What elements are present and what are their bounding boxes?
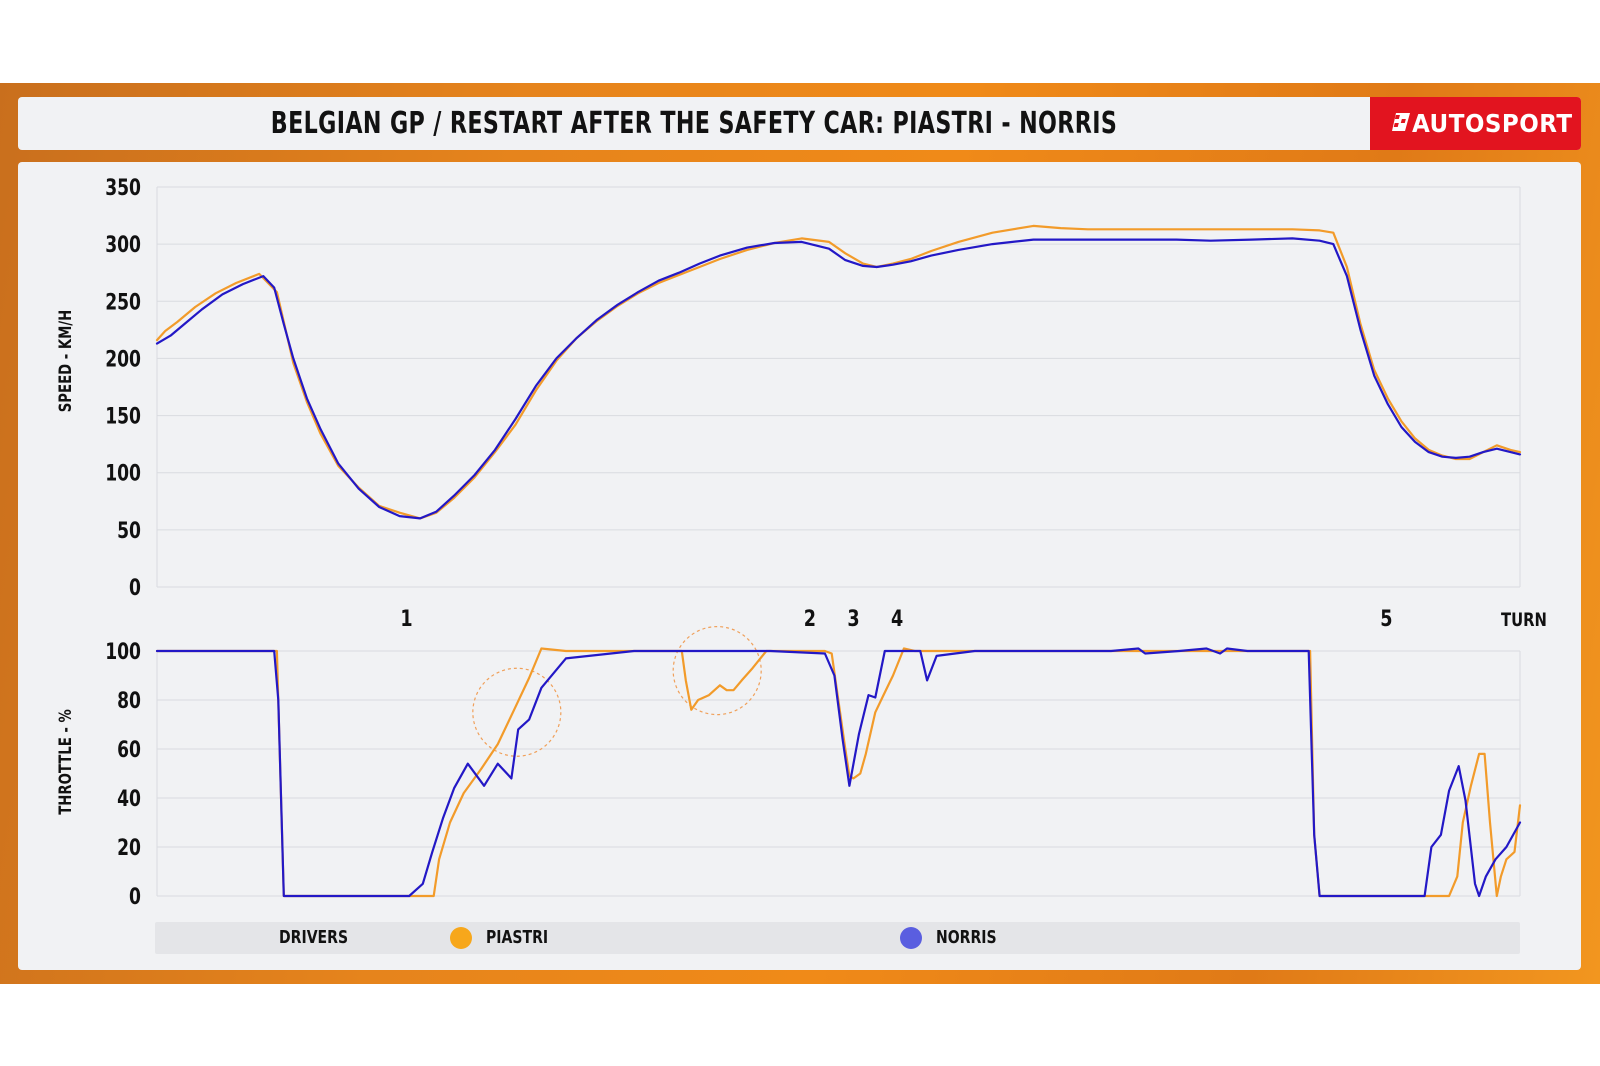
- checkered-flag-icon: [1392, 113, 1410, 131]
- speed-grid: [156, 186, 1521, 588]
- turn-axis-label: TURN: [1501, 609, 1547, 631]
- speed-tick-label: 50: [117, 518, 141, 544]
- throttle-axis-label: THROTTLE - %: [55, 709, 75, 814]
- legend-title: DRIVERS: [279, 927, 349, 948]
- throttle-line-norris: [155, 647, 1522, 898]
- speed-axis-label: SPEED - KM/H: [55, 310, 75, 412]
- turn-markers: 1 2 3 4 5: [400, 606, 1392, 631]
- throttle-tick-label: 100: [105, 639, 141, 665]
- speed-tick-label: 150: [105, 403, 141, 429]
- speed-tick-label: 350: [105, 175, 141, 201]
- turn-label: 4: [891, 606, 903, 631]
- speed-tick-label: 0: [129, 575, 141, 601]
- throttle-tick-label: 80: [117, 688, 141, 714]
- legend-norris-label: NORRIS: [936, 927, 997, 948]
- throttle-tick-label: 0: [129, 884, 141, 910]
- title-bar: BELGIAN GP / RESTART AFTER THE SAFETY CA…: [18, 97, 1581, 150]
- speed-tick-label: 100: [105, 461, 141, 487]
- turn-label: 3: [847, 606, 859, 631]
- throttle-line-piastri: [155, 647, 1522, 898]
- turn-label: 1: [400, 606, 412, 631]
- legend-piastri-dot: [450, 927, 472, 949]
- brand-name: AUTOSPORT: [1412, 109, 1573, 138]
- legend-bar: [155, 922, 1520, 954]
- throttle-y-axis: 0 20 40 60 80 100: [105, 639, 141, 910]
- speed-tick-label: 200: [105, 346, 141, 372]
- speed-line-piastri: [155, 224, 1522, 520]
- highlight-circle: [472, 667, 562, 757]
- throttle-highlights: [472, 625, 762, 757]
- throttle-tick-label: 20: [117, 835, 141, 861]
- throttle-tick-label: 60: [117, 737, 141, 763]
- turn-label: 5: [1380, 606, 1392, 631]
- chart-title: BELGIAN GP / RESTART AFTER THE SAFETY CA…: [270, 106, 1118, 141]
- speed-tick-label: 250: [105, 289, 141, 315]
- speed-series: [155, 224, 1522, 520]
- turn-label: 2: [804, 606, 816, 631]
- brand-logo: AUTOSPORT: [1370, 97, 1581, 150]
- highlight-circle: [672, 625, 762, 716]
- legend-norris-dot: [900, 927, 922, 949]
- speed-line-norris: [155, 237, 1522, 520]
- throttle-series: [155, 647, 1522, 898]
- speed-tick-label: 300: [105, 232, 141, 258]
- throttle-tick-label: 40: [117, 786, 141, 812]
- speed-y-axis: 0 50 100 150 200 250 300 350: [105, 175, 141, 601]
- legend-piastri-label: PIASTRI: [486, 927, 549, 948]
